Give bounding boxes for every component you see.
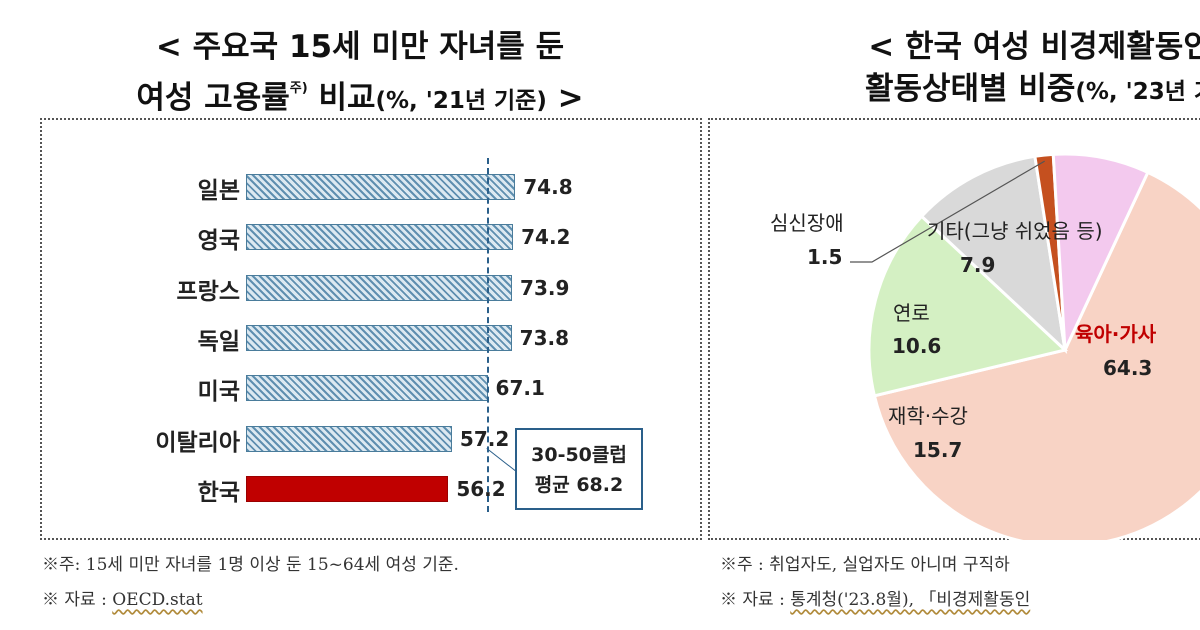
bar — [246, 274, 513, 301]
right-source-name: 통계청('23.8월), 「비경제활동인 — [790, 590, 1031, 610]
bar-value-label: 74.2 — [521, 225, 571, 250]
bar — [246, 375, 488, 402]
left-source-prefix: ※ 자료 : — [42, 590, 113, 610]
bar-category-label: 영국 — [197, 228, 240, 255]
average-callout-line1: 30-50클럽 — [531, 444, 627, 466]
pie-value-label: 1.5 — [807, 245, 843, 269]
pie-value-label: 10.6 — [892, 334, 942, 358]
pie-value-label: 15.7 — [913, 438, 963, 462]
left-title-line1: < 주요국 15세 미만 자녀를 둔 — [155, 29, 565, 65]
pie-category-label: 연로 — [893, 301, 930, 325]
bar-category-label: 일본 — [197, 178, 240, 204]
left-footnote: ※주: 15세 미만 자녀를 1명 이상 둔 15~64세 여성 기준. — [42, 555, 459, 575]
pie-leader-line — [850, 160, 1045, 263]
bar-value-label: 67.1 — [495, 376, 545, 401]
right-chart-title: < 한국 여성 비경제활동인 활동상태별 비중(%, '23년 기 — [740, 26, 1200, 113]
left-title-line2: 여성 고용률주) 비교(%, '21년 기준) > — [40, 68, 680, 122]
pie-slice — [867, 214, 1069, 398]
bar — [246, 224, 514, 251]
pie-chart — [850, 152, 1200, 540]
pie-category-label: 기타(그냥 쉬었음 등) — [927, 219, 1103, 243]
pie-category-label: 심신장애 — [770, 211, 844, 235]
pie-category-label: 육아·가사 — [1075, 322, 1157, 346]
bar-chart-panel — [40, 118, 702, 540]
bar — [246, 475, 449, 502]
right-title-line2: 활동상태별 비중(%, '23년 기 — [740, 68, 1200, 113]
pie-category-label: 재학·수강 — [888, 404, 968, 428]
bar-category-label: 이탈리아 — [155, 429, 240, 456]
bar-value-label: 57.2 — [459, 426, 510, 451]
bar-category-label: 프랑스 — [176, 278, 240, 305]
bar-category-label: 미국 — [197, 379, 240, 406]
pie-chart-panel — [708, 118, 1200, 540]
pie-slice — [1051, 152, 1150, 351]
left-title-main: 여성 고용률 — [136, 80, 290, 116]
right-source-prefix: ※ 자료 : — [720, 590, 791, 610]
pie-value-label: 64.3 — [1103, 356, 1153, 380]
left-source: ※ 자료 : OECD.stat — [42, 585, 203, 610]
right-footnote: ※주 : 취업자도, 실업자도 아니며 구직하 — [720, 555, 1010, 575]
bar-value-label: 74.8 — [523, 175, 573, 199]
bar — [246, 425, 452, 452]
right-source: ※ 자료 : 통계청('23.8월), 「비경제활동인 — [720, 585, 1030, 610]
pie-value-label: 7.9 — [960, 253, 996, 277]
average-reference-line — [487, 158, 489, 512]
left-title-end: > — [546, 80, 584, 116]
left-title-rest: 비교 — [307, 80, 376, 116]
pie-slice — [919, 154, 1068, 355]
bar — [246, 324, 512, 351]
average-callout-box: 30-50클럽 평균 68.2 — [515, 428, 643, 510]
bar — [246, 174, 516, 200]
average-callout-line2: 평균 68.2 — [534, 474, 624, 496]
bar-value-label: 73.8 — [519, 325, 570, 350]
left-chart-title: < 주요국 15세 미만 자녀를 둔 여성 고용률주) 비교(%, '21년 기… — [40, 26, 680, 122]
right-title-main: 활동상태별 비중 — [864, 71, 1076, 107]
bar-category-label: 독일 — [197, 328, 240, 355]
left-title-footnote-mark: 주) — [289, 81, 308, 96]
pie-slice — [872, 170, 1200, 540]
bar-value-label: 56.2 — [456, 476, 506, 501]
right-title-unit: (%, '23년 기 — [1075, 79, 1200, 105]
bar-category-label: 한국 — [197, 479, 240, 506]
bar-value-label: 73.9 — [520, 275, 570, 300]
left-title-unit: (%, '21년 기준) — [375, 88, 547, 114]
left-source-name: OECD.stat — [112, 590, 203, 610]
right-title-line1: < 한국 여성 비경제활동인 — [868, 29, 1200, 65]
